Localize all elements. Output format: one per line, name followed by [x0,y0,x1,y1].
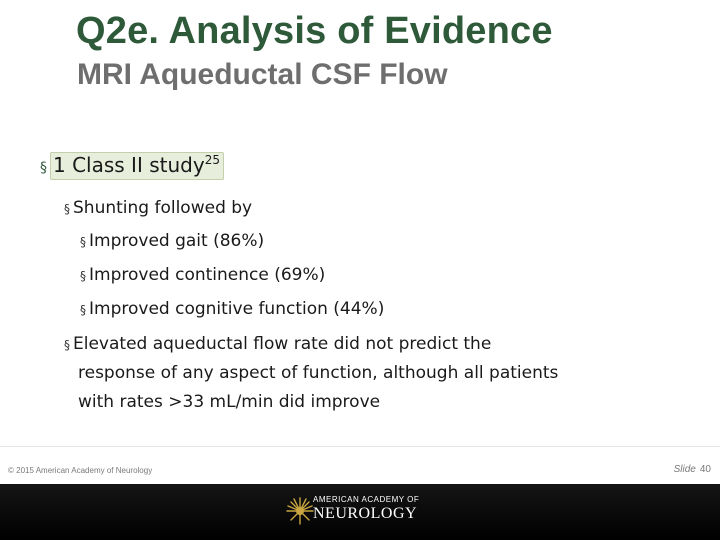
bullet-continence: § Improved continence (69%) [80,265,325,285]
footer-bar [0,484,720,540]
bullet-icon: § [64,338,70,352]
bullet-continence-text: Improved continence (69%) [89,265,326,285]
bullet-elevated: § Elevated aqueductal flow rate did not p… [64,334,491,354]
bullet-icon: § [80,303,86,317]
bullet-icon: § [64,202,70,216]
bullet-main-text: 1 Class II study [53,153,205,177]
slide-number: Slide 40 [674,464,711,475]
highlighted-text: 1 Class II study25 [50,152,224,180]
bullet-elevated-line3: with rates >33 mL/min did improve [78,392,381,412]
bullet-cognitive-text: Improved cognitive function (44%) [89,299,385,319]
slide-label: Slide [673,464,696,475]
slide-subtitle: MRI Aqueductal CSF Flow [77,58,448,91]
logo-line1: AMERICAN ACADEMY OF [313,495,420,504]
bullet-cognitive: § Improved cognitive function (44%) [80,299,384,319]
aan-logo: AMERICAN ACADEMY OF NEUROLOGY [285,494,425,530]
slide-title: Q2e. Analysis of Evidence [76,10,553,52]
footer-divider [0,446,720,447]
bullet-shunting-text: Shunting followed by [73,198,253,218]
bullet-icon: § [40,160,47,176]
bullet-gait: § Improved gait (86%) [80,231,264,251]
citation-superscript: 25 [204,153,220,167]
bullet-elevated-line2: response of any aspect of function, alth… [78,363,559,383]
bullet-elevated-line1: Elevated aqueductal flow rate did not pr… [73,334,492,354]
slide-number-value: 40 [699,464,711,475]
bullet-gait-text: Improved gait (86%) [89,231,265,251]
starburst-icon [286,497,314,525]
bullet-class-ii-study: § 1 Class II study25 [40,152,224,180]
copyright-text: © 2015 American Academy of Neurology [8,466,153,475]
bullet-icon: § [80,269,86,283]
bullet-shunting: § Shunting followed by [64,198,252,218]
logo-line2: NEUROLOGY [313,505,418,522]
bullet-icon: § [80,235,86,249]
